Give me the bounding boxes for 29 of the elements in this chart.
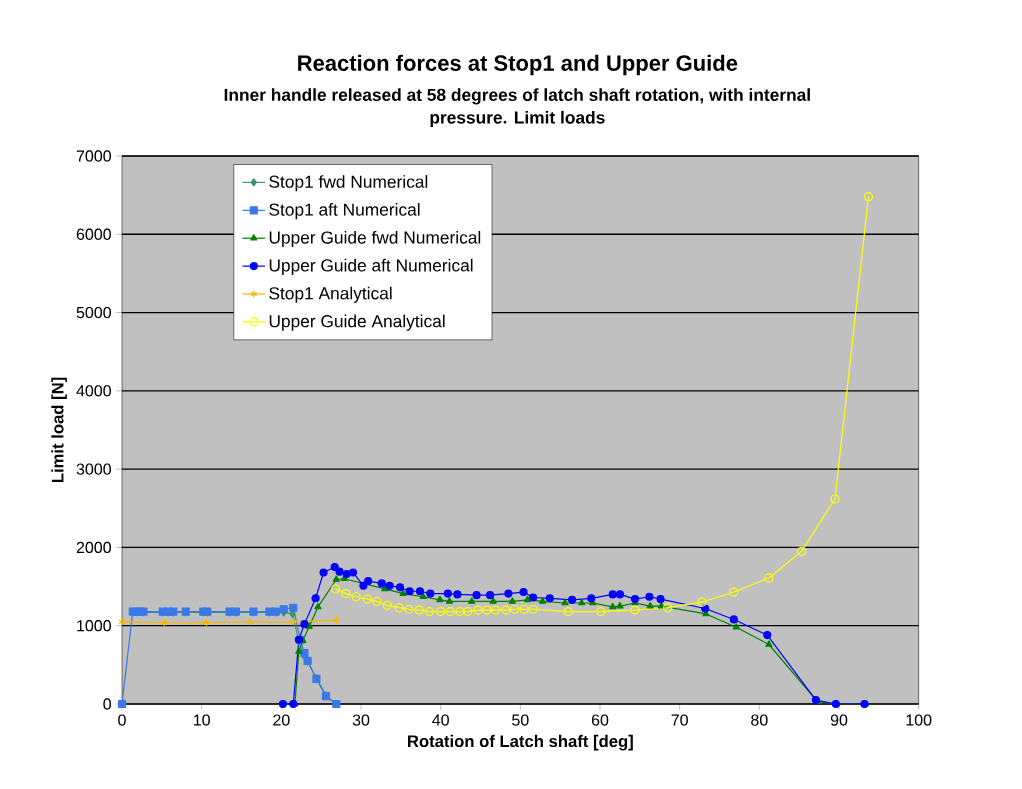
x-tick-label: 100 <box>906 714 932 726</box>
legend-label: Upper Guide fwd Numerical <box>269 230 481 248</box>
y-tick-label: 2000 <box>76 541 111 554</box>
legend-label: Stop1 aft Numerical <box>269 203 420 220</box>
x-tick-label: 0 <box>118 714 126 726</box>
y-tick-label: 7000 <box>76 150 111 162</box>
x-axis-title: Rotation of Latch shaft [deg] <box>408 734 633 751</box>
legend-label: Upper Guide Analytical <box>269 314 445 331</box>
x-tick-label: 80 <box>751 714 768 726</box>
y-tick-label: 4000 <box>76 385 111 397</box>
chart-subtitle: Inner handle released at 58 degrees of latch shaft rotation, with internal pressure. Limit loads <box>224 88 810 128</box>
chart-title: Reaction forces at Stop1 and Upper Guide <box>298 54 738 76</box>
legend-label: Stop1 fwd Numerical <box>269 175 428 192</box>
legend-label: Stop1 Analytical <box>269 286 392 303</box>
x-tick-label: 10 <box>193 714 210 726</box>
x-tick-label: 30 <box>352 714 370 726</box>
y-tick-label: 6000 <box>76 228 111 240</box>
legend-label: Upper Guide aft Numerical <box>269 258 473 275</box>
y-tick-label: 5000 <box>76 306 111 319</box>
x-tick-label: 90 <box>830 714 848 726</box>
y-tick-label: 1000 <box>77 620 111 632</box>
x-tick-label: 20 <box>273 714 290 726</box>
y-axis-title: Limit load [N] <box>51 377 67 483</box>
y-tick-label: 3000 <box>76 463 111 475</box>
x-tick-label: 60 <box>591 714 609 726</box>
y-tick-label: 0 <box>103 698 111 710</box>
x-tick-label: 70 <box>671 714 688 726</box>
x-tick-label: 40 <box>432 714 449 726</box>
x-tick-label: 50 <box>512 714 529 726</box>
